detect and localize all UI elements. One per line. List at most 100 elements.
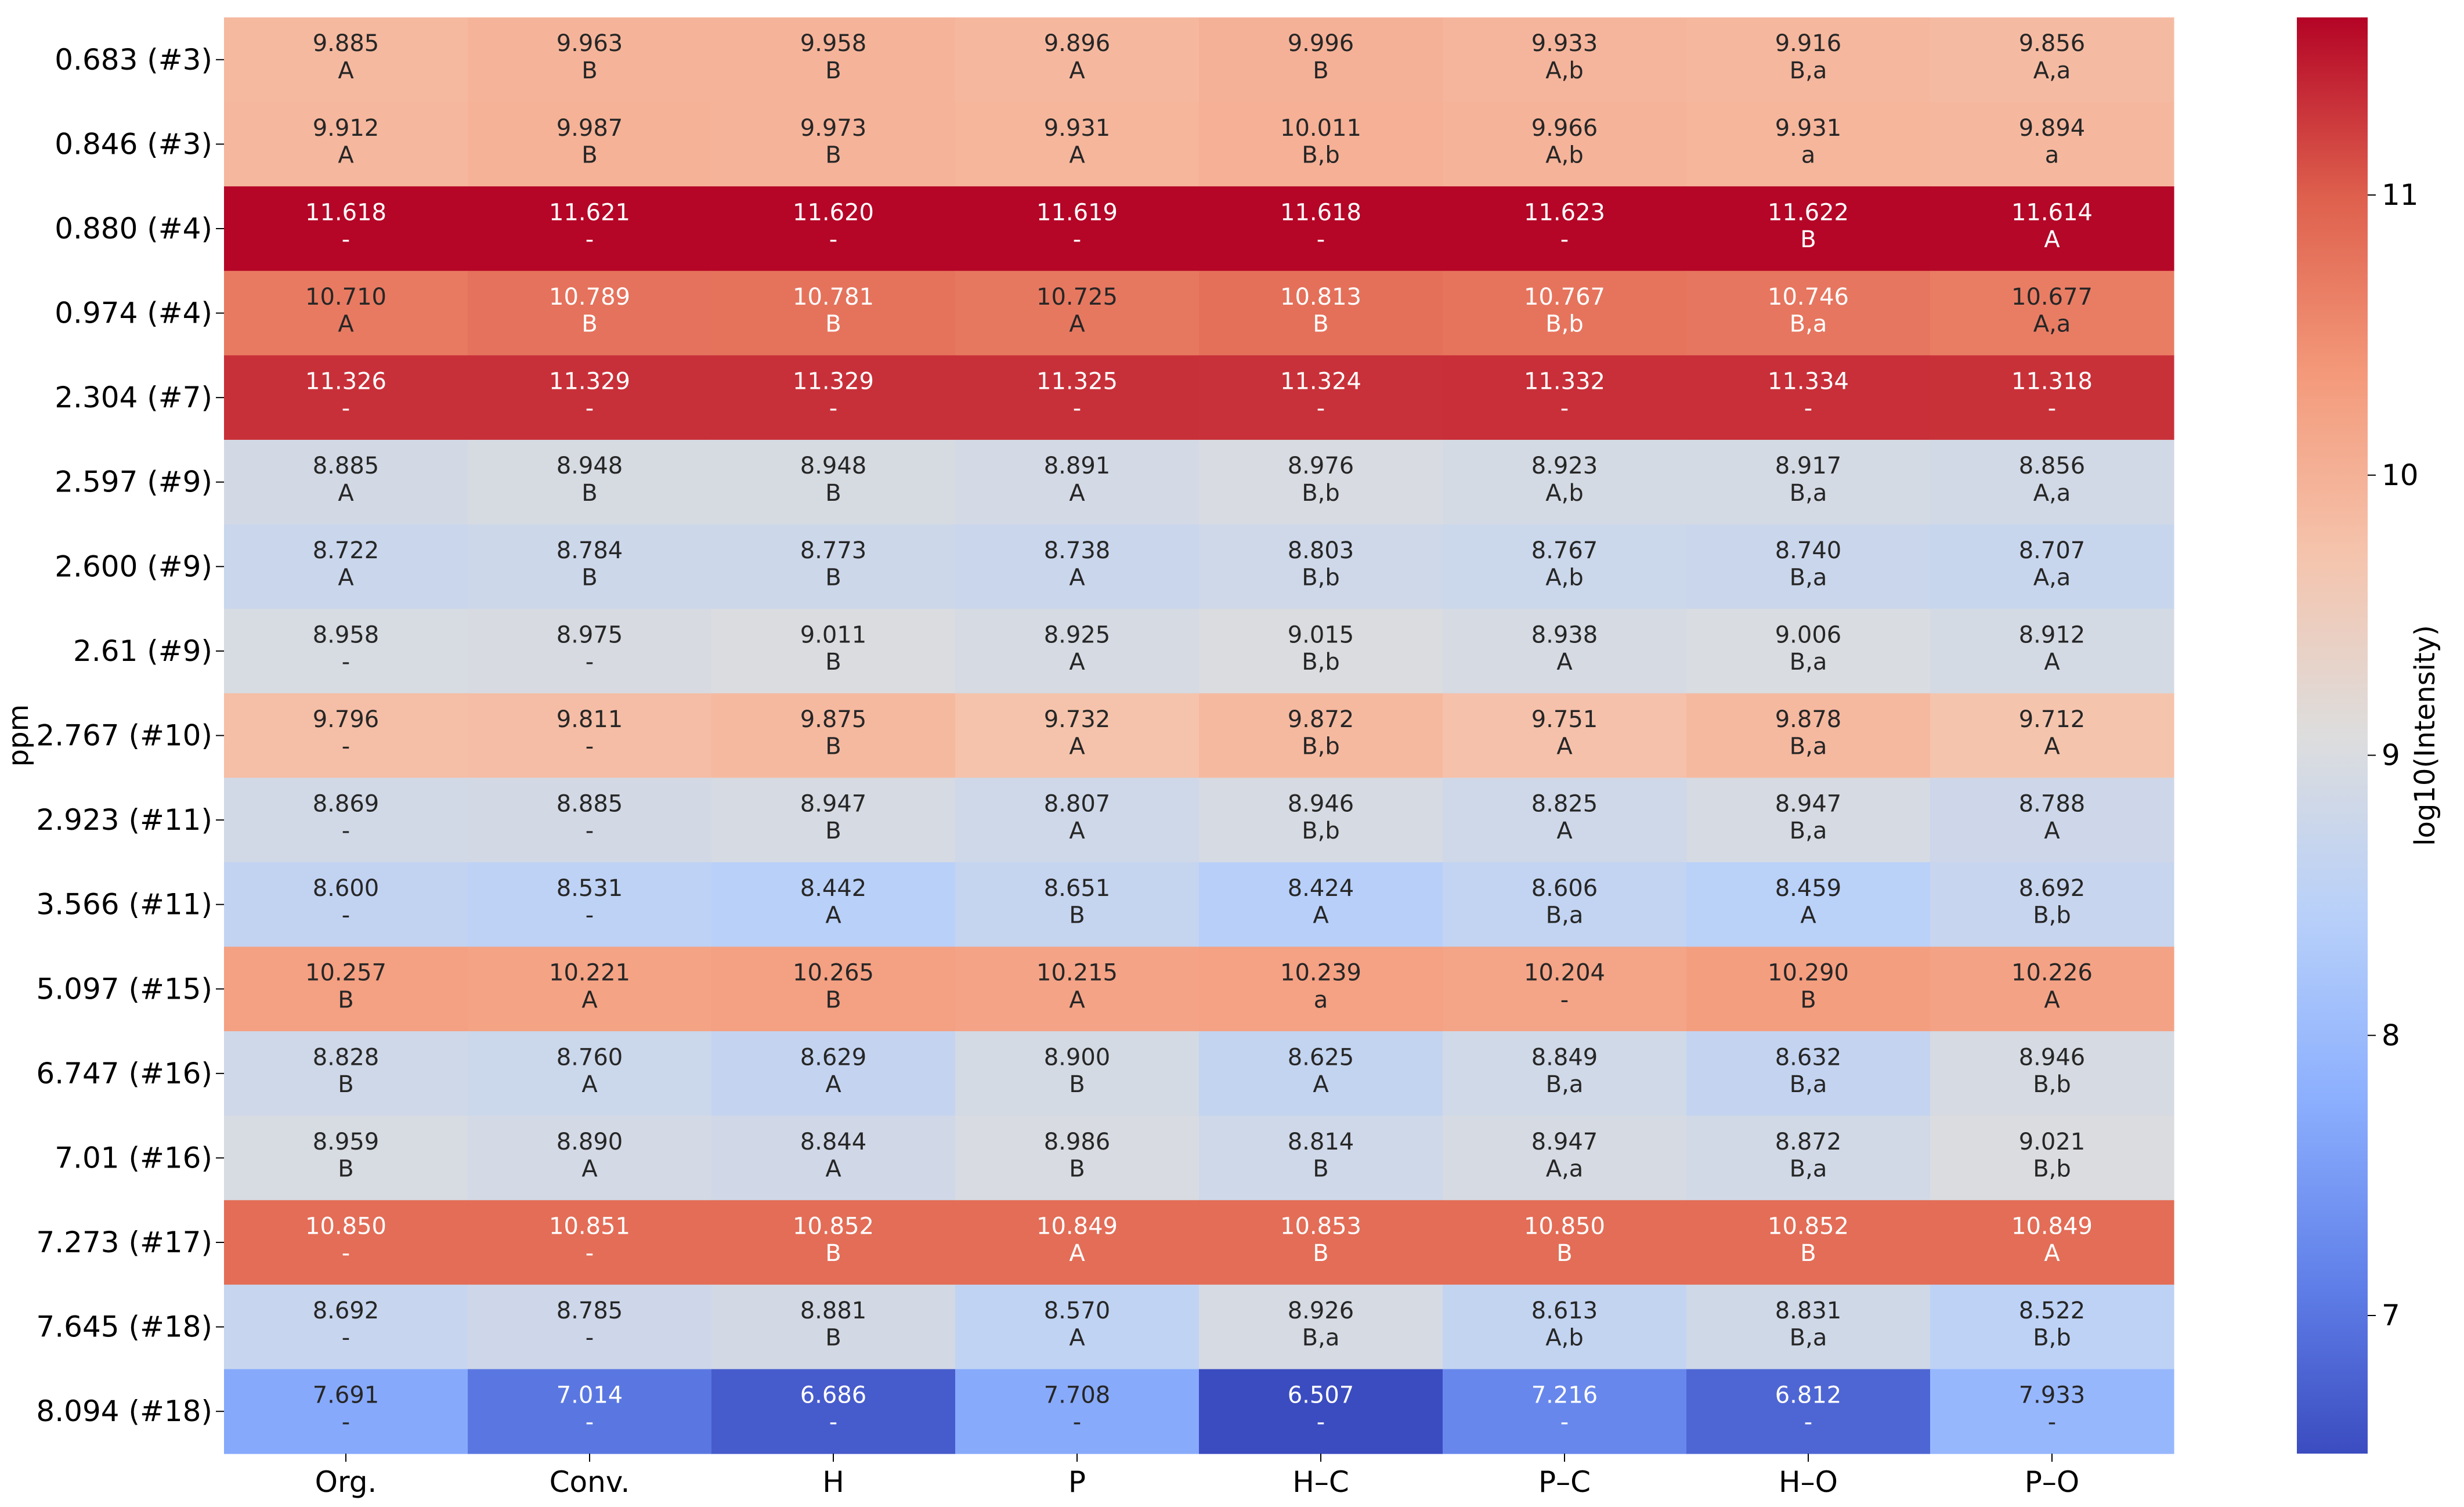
cell-significance-label: B xyxy=(825,1240,841,1267)
cell-value-label: 10.257 xyxy=(305,960,386,986)
heatmap-cell xyxy=(1199,1200,1443,1285)
cell-value-label: 8.738 xyxy=(1044,537,1111,564)
cell-value-label: 8.825 xyxy=(1531,791,1598,818)
heatmap-cell xyxy=(1443,186,1687,272)
heatmap-cell xyxy=(1930,17,2174,103)
cell-value-label: 9.894 xyxy=(2019,115,2086,142)
cell-value-label: 11.622 xyxy=(1768,199,1849,226)
cell-significance-label: - xyxy=(1560,1409,1569,1436)
heatmap-cell xyxy=(1930,102,2174,187)
cell-value-label: 8.828 xyxy=(313,1044,380,1071)
cell-value-label: 9.006 xyxy=(1775,621,1842,648)
cell-significance-label: B,b xyxy=(1302,818,1340,844)
heatmap-cell xyxy=(468,355,712,440)
cell-value-label: 10.290 xyxy=(1768,960,1849,986)
x-tick-label: H–C xyxy=(1292,1465,1349,1499)
heatmap-cell xyxy=(224,524,468,609)
heatmap-cell xyxy=(1443,1369,1687,1454)
cell-significance-label: B xyxy=(825,57,841,84)
cell-value-label: 8.522 xyxy=(2019,1298,2086,1324)
cell-significance-label: A xyxy=(1556,818,1573,844)
cell-value-label: 10.849 xyxy=(1036,1213,1118,1239)
cell-significance-label: B xyxy=(1313,1240,1328,1267)
cell-significance-label: A xyxy=(2044,733,2060,760)
cell-value-label: 10.011 xyxy=(1280,115,1361,142)
cell-value-label: 9.878 xyxy=(1775,706,1842,733)
cell-value-label: 10.850 xyxy=(305,1213,386,1239)
cell-value-label: 9.963 xyxy=(557,30,623,57)
cell-significance-label: B,a xyxy=(1790,311,1827,338)
colorbar-tick-label: 7 xyxy=(2382,1299,2400,1332)
cell-significance-label: - xyxy=(342,733,350,760)
cell-significance-label: A xyxy=(338,480,354,507)
colorbar-label: log10(Intensity) xyxy=(2409,625,2441,846)
heatmap-cell xyxy=(1443,1115,1687,1201)
heatmap-cell xyxy=(468,778,712,863)
heatmap-cell xyxy=(1443,439,1687,525)
cell-significance-label: - xyxy=(586,226,594,253)
cell-value-label: 8.722 xyxy=(313,537,380,564)
cell-significance-label: B xyxy=(338,986,353,1013)
heatmap-cell xyxy=(955,1031,1200,1116)
y-tick-label: 0.683 (#3) xyxy=(55,43,212,77)
heatmap-cell xyxy=(224,1115,468,1201)
y-tick-label: 2.923 (#11) xyxy=(36,803,212,837)
cell-value-label: 10.221 xyxy=(549,960,630,986)
x-tick-label: Org. xyxy=(315,1465,377,1499)
cell-value-label: 9.996 xyxy=(1288,30,1354,57)
heatmap-cell xyxy=(224,862,468,948)
heatmap-cell xyxy=(1199,1115,1443,1201)
y-tick-label: 5.097 (#15) xyxy=(36,972,212,1006)
cell-significance-label: B xyxy=(825,480,841,507)
cell-significance-label: B xyxy=(825,1325,841,1351)
cell-value-label: 8.948 xyxy=(800,453,867,479)
cell-value-label: 9.912 xyxy=(313,115,380,142)
heatmap-cell xyxy=(1199,355,1443,440)
cell-significance-label: A,b xyxy=(1545,142,1583,168)
heatmap-cell xyxy=(955,439,1200,525)
x-tick-label: P xyxy=(1068,1465,1086,1499)
cell-value-label: 10.265 xyxy=(793,960,874,986)
cell-significance-label: A xyxy=(825,1071,841,1098)
cell-value-label: 8.760 xyxy=(557,1044,623,1071)
cell-significance-label: A xyxy=(1069,564,1085,591)
heatmap-cell xyxy=(468,186,712,272)
cell-significance-label: B xyxy=(825,142,841,168)
heatmap-cell xyxy=(1443,17,1687,103)
y-tick-label: 2.304 (#7) xyxy=(55,381,212,414)
cell-value-label: 8.785 xyxy=(557,1298,623,1324)
heatmap-cell xyxy=(224,17,468,103)
cell-value-label: 8.831 xyxy=(1775,1298,1842,1324)
y-tick-label: 2.767 (#10) xyxy=(36,719,212,753)
cell-significance-label: A,a xyxy=(1546,1155,1584,1182)
cell-value-label: 11.623 xyxy=(1524,199,1605,226)
heatmap-cell xyxy=(955,693,1200,778)
heatmap-cell xyxy=(955,1369,1200,1454)
cell-significance-label: a xyxy=(2045,142,2060,168)
heatmap-cell xyxy=(955,524,1200,609)
cell-value-label: 8.925 xyxy=(1044,621,1111,648)
cell-value-label: 6.507 xyxy=(1288,1382,1354,1409)
heatmap-cell xyxy=(468,17,712,103)
y-tick-label: 2.61 (#9) xyxy=(73,634,212,668)
cell-value-label: 8.531 xyxy=(557,875,623,902)
cell-value-label: 9.872 xyxy=(1288,706,1354,733)
cell-value-label: 8.803 xyxy=(1288,537,1354,564)
cell-significance-label: B xyxy=(825,986,841,1013)
cell-significance-label: B xyxy=(1069,1071,1085,1098)
heatmap-cell xyxy=(1686,1369,1931,1454)
cell-value-label: 9.933 xyxy=(1531,30,1598,57)
heatmap-cell xyxy=(711,17,956,103)
cell-significance-label: B,a xyxy=(1790,480,1827,507)
heatmap-cell xyxy=(468,609,712,694)
cell-value-label: 8.891 xyxy=(1044,453,1111,479)
cell-value-label: 8.849 xyxy=(1531,1044,1598,1071)
cell-significance-label: - xyxy=(1560,395,1569,422)
y-tick-label: 0.974 (#4) xyxy=(55,297,212,330)
cell-significance-label: B,a xyxy=(1790,564,1827,591)
cell-significance-label: B xyxy=(825,818,841,844)
cell-significance-label: B xyxy=(1800,1240,1816,1267)
heatmap-cell xyxy=(1686,946,1931,1032)
cell-significance-label: B,a xyxy=(1790,733,1827,760)
cell-significance-label: A xyxy=(581,1071,598,1098)
